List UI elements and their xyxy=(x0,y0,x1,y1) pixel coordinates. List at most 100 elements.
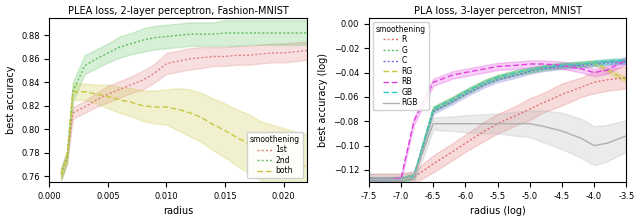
2nd xyxy=(209,33,217,36)
1st xyxy=(69,111,77,114)
GB xyxy=(513,71,521,74)
RG xyxy=(623,79,630,81)
2nd xyxy=(268,32,276,34)
RGB xyxy=(493,122,501,125)
G xyxy=(577,63,585,65)
R xyxy=(429,163,437,165)
both xyxy=(63,156,71,159)
2nd xyxy=(116,46,124,48)
1st xyxy=(63,156,71,159)
1st xyxy=(140,79,147,81)
both xyxy=(303,166,311,168)
RGB xyxy=(623,135,630,137)
2nd xyxy=(151,36,159,39)
both xyxy=(186,111,194,114)
C xyxy=(397,178,405,181)
both xyxy=(209,123,217,126)
G xyxy=(493,76,501,79)
2nd xyxy=(104,52,112,54)
2nd xyxy=(140,39,147,41)
R xyxy=(365,178,372,181)
2nd xyxy=(163,35,170,38)
RG xyxy=(513,71,521,74)
Line: GB: GB xyxy=(369,60,627,180)
Legend: 1st, 2nd, both: 1st, 2nd, both xyxy=(247,132,303,178)
RB xyxy=(410,120,418,123)
RG xyxy=(590,61,598,64)
C xyxy=(513,74,521,76)
RGB xyxy=(365,178,372,181)
both xyxy=(151,106,159,108)
GB xyxy=(397,178,405,181)
R xyxy=(397,178,405,181)
2nd xyxy=(174,34,182,37)
2nd xyxy=(198,33,205,36)
RG xyxy=(461,91,469,93)
C xyxy=(461,93,469,96)
RGB xyxy=(461,122,469,125)
RB xyxy=(526,63,534,65)
1st xyxy=(116,88,124,91)
1st xyxy=(268,52,276,54)
GB xyxy=(558,64,566,67)
RGB xyxy=(481,122,488,125)
G xyxy=(481,81,488,84)
G xyxy=(397,178,405,181)
2nd xyxy=(63,156,71,159)
RG xyxy=(397,178,405,181)
RGB xyxy=(577,137,585,140)
GB xyxy=(590,61,598,64)
RB xyxy=(461,71,469,74)
RB xyxy=(603,69,611,71)
R xyxy=(558,93,566,96)
RG xyxy=(410,175,418,177)
R xyxy=(526,108,534,110)
R xyxy=(623,76,630,79)
2nd xyxy=(58,173,65,175)
RB xyxy=(481,67,488,70)
RB xyxy=(513,64,521,67)
RB xyxy=(397,177,405,180)
RB xyxy=(623,59,630,62)
GB xyxy=(577,63,585,65)
Line: 1st: 1st xyxy=(61,51,307,174)
2nd xyxy=(221,32,229,34)
GB xyxy=(429,108,437,110)
G xyxy=(558,64,566,67)
both xyxy=(58,173,65,175)
R xyxy=(481,130,488,132)
G xyxy=(623,59,630,62)
both xyxy=(81,90,88,93)
RG xyxy=(539,66,547,69)
1st xyxy=(221,55,229,58)
GB xyxy=(449,98,456,101)
RGB xyxy=(526,122,534,125)
Line: RGB: RGB xyxy=(369,124,627,180)
RB xyxy=(539,63,547,65)
G xyxy=(410,175,418,177)
2nd xyxy=(81,65,88,67)
RG xyxy=(493,76,501,79)
2nd xyxy=(127,42,135,45)
2nd xyxy=(291,32,299,34)
both xyxy=(163,106,170,108)
2nd xyxy=(233,32,241,34)
C xyxy=(590,63,598,65)
both xyxy=(221,129,229,132)
G xyxy=(365,178,372,181)
both xyxy=(140,105,147,107)
R xyxy=(410,176,418,179)
both xyxy=(233,136,241,139)
1st xyxy=(256,53,264,56)
RGB xyxy=(513,122,521,125)
both xyxy=(104,95,112,98)
GB xyxy=(526,69,534,71)
GB xyxy=(365,178,372,181)
1st xyxy=(151,72,159,74)
G xyxy=(603,60,611,63)
GB xyxy=(539,66,547,69)
RGB xyxy=(603,142,611,145)
RG xyxy=(603,69,611,71)
G xyxy=(539,66,547,69)
C xyxy=(493,79,501,81)
